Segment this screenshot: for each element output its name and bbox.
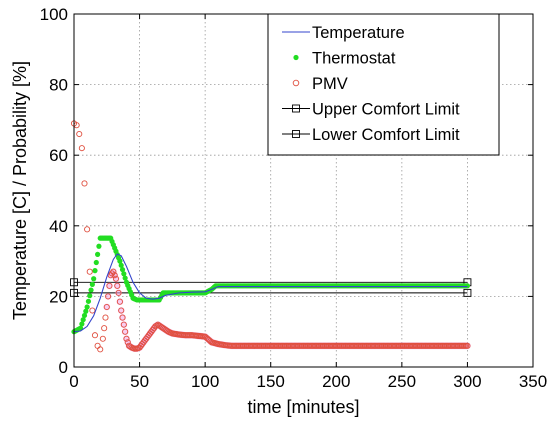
- pmv-point: [81, 180, 88, 187]
- pmv-point: [97, 346, 104, 353]
- pmv-point: [120, 321, 127, 328]
- pmv-point: [124, 339, 131, 346]
- thermostat-point: [95, 251, 101, 257]
- thermostat-point: [96, 243, 102, 249]
- x-tick-label: 100: [191, 372, 219, 391]
- y-tick-label: 20: [49, 287, 68, 306]
- x-axis-label: time [minutes]: [247, 397, 359, 417]
- thermostat-point: [117, 258, 123, 264]
- pmv-point: [101, 325, 108, 332]
- pmv-point: [102, 314, 109, 321]
- legend-swatch-pmv: [292, 79, 300, 87]
- thermostat-point: [80, 317, 86, 323]
- thermostat-point: [85, 298, 92, 304]
- x-tick-label: 150: [257, 372, 285, 391]
- y-axis-label: Temperature [C] / Probability [%]: [10, 61, 30, 320]
- pmv-point: [89, 307, 96, 314]
- thermostat-point: [91, 276, 97, 282]
- x-tick-label: 350: [519, 372, 547, 391]
- thermostat-point: [464, 283, 471, 289]
- pmv-point: [153, 322, 160, 329]
- thermostat-point: [93, 259, 99, 266]
- x-tick-label: 300: [453, 372, 481, 391]
- pmv-point: [122, 328, 129, 335]
- thermostat-point: [83, 308, 89, 314]
- x-tick-label: 200: [322, 372, 350, 391]
- thermostat-point: [88, 287, 94, 293]
- thermostat-point: [89, 281, 95, 287]
- lower-comfort-limit-marker: [463, 288, 472, 297]
- x-tick-label: 0: [69, 372, 78, 391]
- pmv-point: [112, 275, 120, 282]
- legend-label-temperature: Temperature: [312, 24, 405, 42]
- pmv-point: [111, 272, 118, 279]
- x-tick-label: 250: [388, 372, 416, 391]
- legend-label-thermostat: Thermostat: [312, 50, 396, 68]
- pmv-point: [114, 282, 121, 289]
- pmv-point: [116, 298, 123, 305]
- pmv-point: [78, 145, 85, 152]
- thermostat-point: [92, 268, 98, 274]
- pmv-point: [123, 335, 130, 342]
- temperature-line: [73, 253, 468, 333]
- pmv-point: [110, 268, 117, 275]
- axes: 0 50 100 150 200 250 300 350 0 20 40 60 80 100 time [m…: [10, 5, 547, 417]
- y-tick-label: 0: [59, 358, 68, 377]
- thermostat-point: [84, 304, 90, 310]
- legend-swatch-lower-comfort-limit: [292, 130, 300, 138]
- pmv-point: [118, 307, 125, 314]
- pmv-point: [106, 282, 113, 289]
- thermostat-point: [81, 312, 88, 319]
- y-tick-label: 60: [49, 146, 68, 165]
- legend-label-upper-comfort-limit: Upper Comfort Limit: [312, 101, 460, 119]
- pmv-point: [105, 293, 112, 300]
- y-tick-label: 40: [49, 217, 68, 236]
- pmv-point: [115, 289, 122, 296]
- legend: Temperature Thermostat PMV Upper Comfort Li…: [267, 13, 500, 156]
- legend-label-lower-comfort-limit: Lower Comfort Limit: [312, 126, 460, 144]
- pmv-point: [91, 332, 99, 339]
- pmv-point: [103, 303, 110, 311]
- pmv-point: [76, 130, 83, 138]
- thermostat-point: [87, 293, 93, 299]
- thermostat-point: [119, 266, 126, 273]
- pmv-point: [99, 335, 106, 342]
- thermostat-point: [118, 262, 124, 268]
- series-layer: [70, 120, 472, 353]
- legend-box: [267, 13, 500, 156]
- x-tick-label: 50: [130, 372, 149, 391]
- thermostat-point: [122, 275, 128, 281]
- pmv-point: [464, 342, 471, 349]
- legend-label-pmv: PMV: [312, 75, 348, 93]
- legend-swatch-upper-comfort-limit: [292, 104, 300, 113]
- legend-swatch-thermostat: [293, 54, 299, 61]
- thermostat-point: [79, 321, 85, 327]
- pmv-point: [84, 226, 91, 233]
- y-tick-label: 80: [49, 76, 68, 95]
- thermostat-point: [121, 271, 127, 277]
- y-tick-label: 100: [40, 5, 68, 24]
- pmv-point: [119, 314, 126, 321]
- pmv-point: [86, 268, 93, 275]
